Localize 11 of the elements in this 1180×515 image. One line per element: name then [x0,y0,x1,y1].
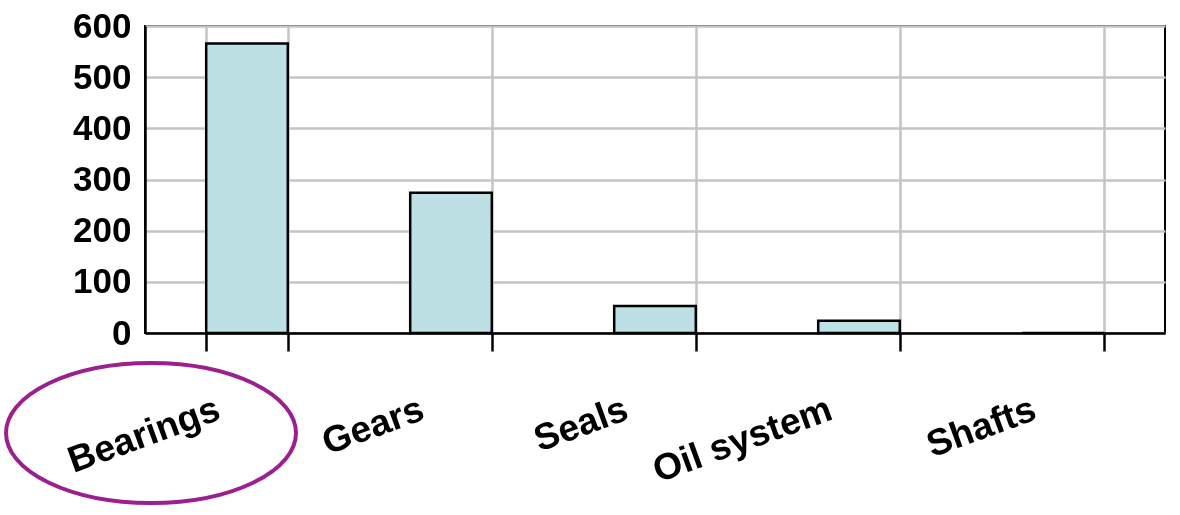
x-tick-label: Oil system [647,387,838,491]
y-tick-label: 300 [73,159,132,198]
x-tick-label: Gears [316,387,430,463]
x-tick-label: Seals [528,387,634,460]
x-tick-label: Shafts [920,387,1042,465]
y-tick-label: 600 [73,5,132,45]
y-tick-label: 0 [112,312,132,352]
y-tick-label: 400 [73,107,132,147]
y-tick-label: 500 [73,56,132,96]
y-tick-label: 200 [73,210,132,250]
y-tick-label: 100 [73,261,132,301]
